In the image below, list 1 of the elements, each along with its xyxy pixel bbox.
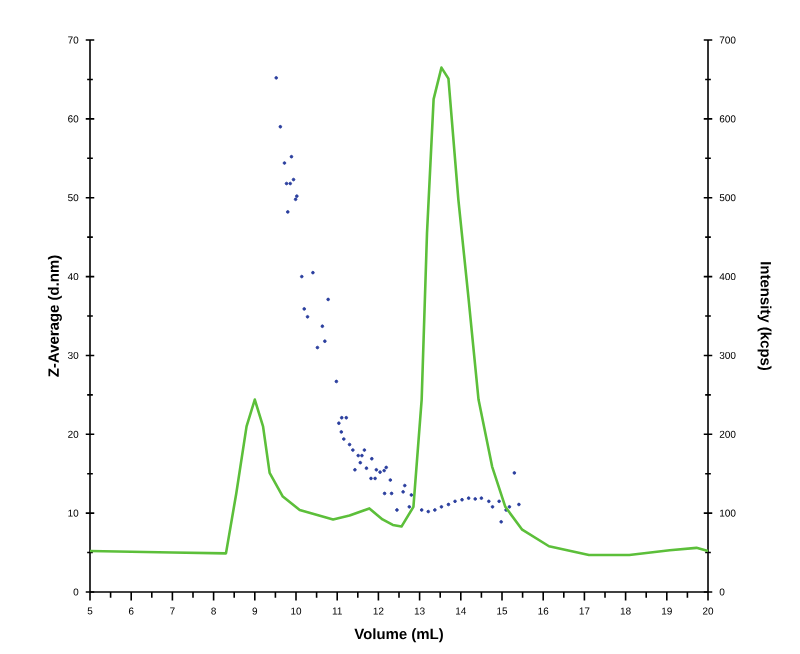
- line-series: [88, 66, 710, 557]
